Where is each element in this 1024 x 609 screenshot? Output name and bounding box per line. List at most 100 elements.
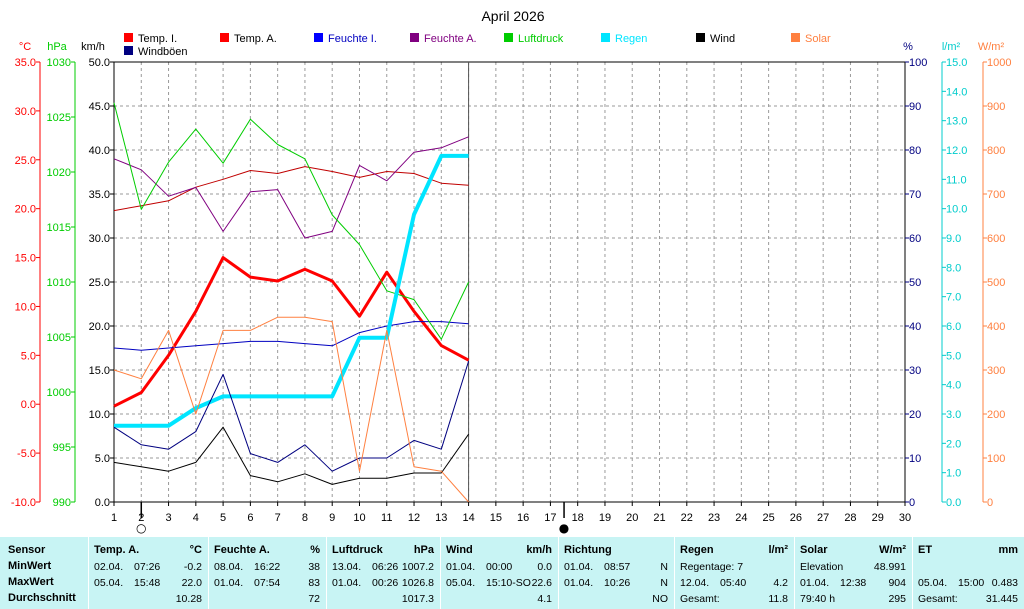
x-tick-label: 23 (708, 512, 720, 524)
x-tick-label: 11 (381, 512, 392, 524)
weather-chart: April 2026 Temp. I. Temp. A. Feuchte I. Feu… (11, 8, 1012, 535)
x-tick-label: 27 (817, 512, 829, 524)
series-line (113, 321, 469, 351)
table-cell-value: 38 (308, 561, 320, 573)
table-cell-value: 31.445 (985, 593, 1018, 605)
axis-tick-label: -10.0 (11, 497, 36, 509)
axis-tick-label: 10 (909, 453, 921, 465)
table-cell-time: 15:48 (134, 577, 161, 589)
axis-tick-label: 10.0 (89, 409, 110, 421)
axis-tick-label: 40 (909, 321, 921, 333)
legend-swatch (696, 33, 705, 42)
table-cell-value: 1007.2 (401, 561, 434, 573)
axis-tick-label: 0 (987, 497, 993, 509)
series-line (114, 153, 469, 428)
axis-tick-label: 45.0 (89, 101, 110, 113)
x-tick-label: 18 (572, 512, 584, 524)
x-tick-label: 4 (193, 512, 199, 524)
table-block-unit: mm (998, 544, 1018, 556)
axis-tick-label: 100 (987, 453, 1005, 465)
table-cell-date: Regentage: 7 (680, 561, 744, 573)
axis-tick-label: 35.0 (89, 189, 110, 201)
x-tick-label: 8 (302, 512, 308, 524)
legend-label: Temp. I. (138, 33, 177, 45)
table-cell-time: 06:26 (372, 561, 399, 573)
axis-tick-label: 35.0 (15, 57, 36, 69)
axis-tick-label: 20.0 (89, 321, 110, 333)
row-label-max: MaxWert (8, 576, 54, 588)
table-cell-time: 07:54 (254, 577, 281, 589)
legend-label: Regen (615, 33, 647, 45)
table-block-title: Richtung (564, 544, 612, 556)
table-cell-value: 11.8 (768, 593, 788, 605)
table-separator (208, 537, 209, 609)
axis-tick-label: 50 (909, 277, 921, 289)
table-block: Luftdruck hPa 13.04. 06:26 1007.2 01.04. 00:26… (332, 537, 434, 609)
axis-tick-label: 600 (987, 233, 1005, 245)
axis-tick-label: 12.0 (946, 145, 967, 157)
x-tick-label: 7 (275, 512, 281, 524)
axis-tick-label: 990 (53, 497, 71, 509)
table-block: ET mm 05.04. 15:00 0.483 Gesamt: 31.445 (918, 537, 1018, 609)
chart-grid (114, 62, 905, 502)
table-cell-time: 10:26 (604, 577, 631, 589)
row-label-sensor: Sensor (8, 544, 46, 556)
legend-swatch (504, 33, 513, 42)
axis-tick-label: 7.0 (946, 292, 961, 304)
table-block-unit: % (310, 544, 320, 556)
table-cell-date: 01.04. (214, 577, 244, 589)
axis-tick-label: 15.0 (15, 253, 36, 265)
axis-tick-label: 700 (987, 189, 1005, 201)
table-cell-value: -0.2 (183, 561, 202, 573)
table-block-title: Regen (680, 544, 714, 556)
axis-units: °C hPa km/h% l/m² W/m² (19, 41, 1005, 53)
axis-tick-label: 1010 (47, 277, 71, 289)
axis-unit-label: °C (19, 41, 31, 53)
axis-tick-label: 200 (987, 409, 1005, 421)
table-cell-value: 1017.3 (401, 593, 434, 605)
table-block-unit: l/m² (768, 544, 788, 556)
table-cell-date: 01.04. (800, 577, 830, 589)
legend-swatch (314, 33, 323, 42)
axis-tick-label: 30.0 (89, 233, 110, 245)
table-cell-date: 01.04. (564, 561, 594, 573)
table-cell-date: Gesamt: (918, 593, 958, 605)
table-block: Wind km/h 01.04. 00:00 0.0 05.04. 15:10-SO 22.6… (446, 537, 552, 609)
table-separator (794, 537, 795, 609)
table-block-title: Luftdruck (332, 544, 383, 556)
table-cell-value: 48.991 (873, 561, 906, 573)
axis-tick-label: 25.0 (89, 277, 110, 289)
table-separator (326, 537, 327, 609)
x-tick-label: 26 (790, 512, 802, 524)
x-tick-label: 30 (899, 512, 911, 524)
axis-tick-label: 1000 (47, 387, 71, 399)
axis-tick-label: 5.0 (21, 350, 36, 362)
table-cell-value: 22.0 (181, 577, 202, 589)
axis-tick-label: 1025 (47, 112, 71, 124)
legend-swatch (124, 46, 133, 55)
x-axis-ticks: 1234567891011121314151617181920212223242… (111, 502, 911, 524)
x-tick-label: 19 (599, 512, 611, 524)
legend-label: Solar (805, 33, 831, 45)
axis-tick-label: 50.0 (89, 57, 110, 69)
x-tick-label: 20 (626, 512, 638, 524)
table-cell-date: Elevation (800, 561, 844, 573)
table-cell-value: NO (652, 593, 668, 605)
table-cell-value: 4.1 (537, 593, 552, 605)
axis-tick-label: 15.0 (946, 57, 967, 69)
axis-tick-label: 400 (987, 321, 1005, 333)
table-cell-date: 01.04. (564, 577, 594, 589)
series-line (113, 102, 470, 340)
axis-tick-label: -5.0 (17, 448, 36, 460)
table-block-title: ET (918, 544, 933, 556)
axis-tick-label: 2.0 (946, 438, 961, 450)
x-tick-label: 29 (872, 512, 884, 524)
table-block-unit: km/h (526, 544, 552, 556)
axis-tick-label: 13.0 (946, 116, 967, 128)
axis-tick-label: 0.0 (946, 497, 961, 509)
table-cell-value: 10.28 (175, 593, 202, 605)
table-cell-value: 4.2 (773, 577, 788, 589)
axis-tick-label: 1.0 (946, 468, 961, 480)
legend-swatch (410, 33, 419, 42)
table-separator (674, 537, 675, 609)
